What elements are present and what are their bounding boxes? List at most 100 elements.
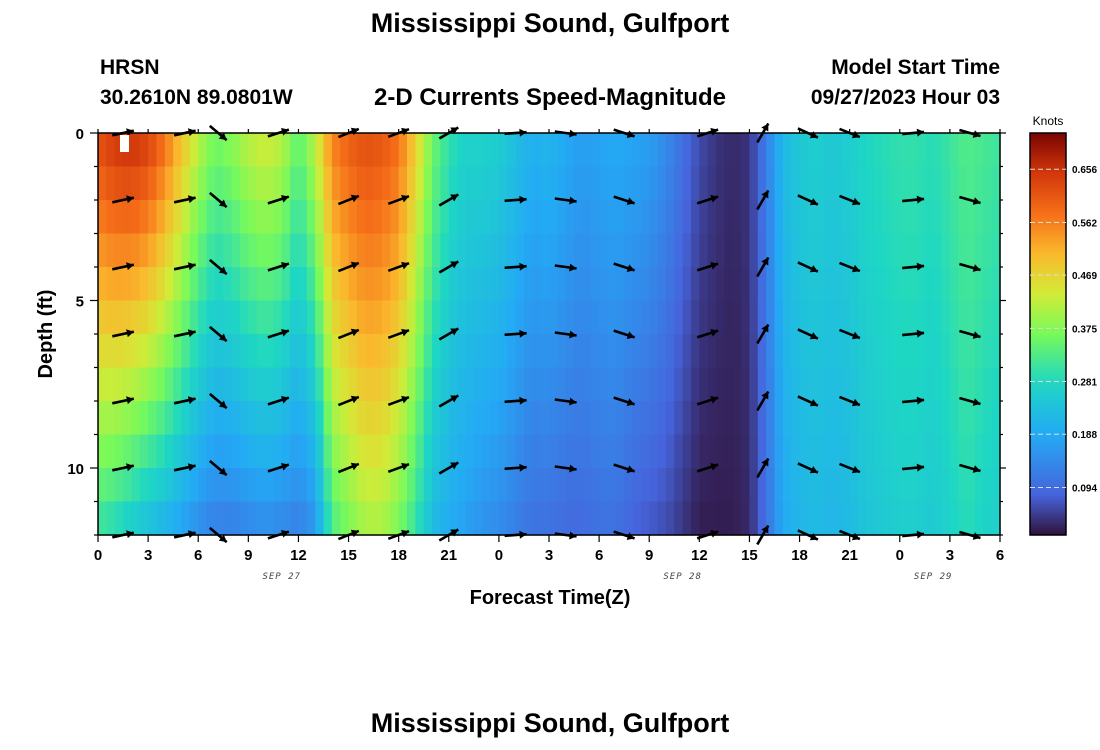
heatmap-cell [908, 166, 918, 201]
station-name: HRSN [100, 56, 160, 79]
heatmap-cell [916, 367, 926, 402]
heatmap-cell [757, 133, 767, 168]
heatmap-cell [632, 166, 642, 201]
heatmap-cell [398, 166, 408, 201]
heatmap-cell [665, 367, 675, 402]
heatmap-cell [106, 267, 116, 302]
heatmap-cell [941, 133, 951, 168]
heatmap-cell [724, 434, 734, 469]
heatmap-cell [281, 200, 291, 235]
heatmap-cell [164, 133, 174, 168]
heatmap-cell [574, 267, 584, 302]
heatmap-cell [540, 401, 550, 436]
heatmap-cell [974, 166, 984, 201]
current-vector-arrow [756, 390, 770, 412]
heatmap-cell [640, 133, 650, 168]
heatmap-cell [98, 267, 107, 302]
heatmap-cell [214, 434, 224, 469]
heatmap-cell [448, 401, 458, 436]
heatmap-cell [933, 334, 943, 369]
heatmap-cell [724, 300, 734, 335]
heatmap-cell [106, 434, 116, 469]
heatmap-cell [340, 468, 350, 503]
heatmap-cell [774, 434, 784, 469]
heatmap-cell [398, 267, 408, 302]
y-tick-label: 5 [76, 294, 84, 311]
heatmap-cell [390, 200, 400, 235]
heatmap-cell [983, 434, 993, 469]
heatmap-cell [933, 300, 943, 335]
heatmap-cell [482, 501, 492, 536]
heatmap-cell [123, 501, 133, 536]
heatmap-cell [206, 501, 216, 536]
heatmap-cell [941, 334, 951, 369]
heatmap-cell [949, 401, 959, 436]
heatmap-cell [582, 166, 592, 201]
current-vector-arrow [797, 194, 819, 206]
heatmap-cell [674, 300, 684, 335]
heatmap-cell [832, 133, 842, 168]
heatmap-cell [883, 267, 893, 302]
heatmap-cell [148, 233, 158, 268]
heatmap-cell [699, 501, 709, 536]
heatmap-cell [590, 367, 600, 402]
heatmap-cell [156, 133, 166, 168]
heatmap-cell [156, 501, 166, 536]
heatmap-cell [248, 267, 258, 302]
heatmap-cell [757, 233, 767, 268]
heatmap-cell [256, 367, 266, 402]
heatmap-cell [540, 300, 550, 335]
heatmap-cell [290, 166, 300, 201]
current-vector-arrow [337, 462, 360, 474]
heatmap-cell [991, 401, 1001, 436]
heatmap-cell [214, 267, 224, 302]
heatmap-cell [883, 434, 893, 469]
colorbar-tick-label: 0.562 [1072, 218, 1097, 229]
heatmap-cell [824, 401, 834, 436]
heatmap-cell [832, 501, 842, 536]
current-vector-arrow [504, 329, 527, 338]
station-coordinates: 30.2610N 89.0801W [100, 86, 293, 109]
heatmap-cell [607, 300, 617, 335]
heatmap-cell [515, 133, 525, 168]
heatmap-cell [523, 166, 533, 201]
current-vector-arrow [112, 262, 135, 271]
heatmap-cell [565, 233, 575, 268]
model-start-time: 09/27/2023 Hour 03 [810, 86, 1000, 109]
heatmap-cell [440, 434, 450, 469]
heatmap-cell [949, 267, 959, 302]
heatmap-cell [841, 367, 851, 402]
heatmap-cell [707, 401, 717, 436]
chart-title: Mississippi Sound, Gulfport [370, 8, 730, 38]
heatmap-cell [407, 334, 416, 369]
heatmap-cell [749, 501, 759, 536]
heatmap-cell [799, 401, 809, 436]
heatmap-cell [507, 367, 517, 402]
heatmap-cell [490, 468, 500, 503]
heatmap-cell [849, 133, 859, 168]
heatmap-cell [331, 233, 341, 268]
heatmap-cell [498, 200, 508, 235]
heatmap-cell [98, 367, 107, 402]
heatmap-cell [799, 434, 809, 469]
heatmap-cell [974, 501, 984, 536]
heatmap-cell [849, 166, 859, 201]
heatmap-cell [214, 133, 224, 168]
current-vector-arrow [902, 396, 925, 405]
heatmap-cell [189, 166, 199, 201]
heatmap-cell [774, 300, 784, 335]
heatmap-cell [206, 434, 216, 469]
heatmap-cell [799, 468, 809, 503]
heatmap-cell [774, 367, 784, 402]
heatmap-cell [231, 468, 241, 503]
x-tick-label: 0 [94, 547, 102, 564]
heatmap-cell [782, 468, 792, 503]
heatmap-cell [640, 334, 650, 369]
heatmap-cell [373, 367, 383, 402]
heatmap-cell [407, 367, 416, 402]
heatmap-cell [298, 501, 308, 536]
heatmap-cell [315, 501, 325, 536]
heatmap-cell [549, 166, 558, 201]
heatmap-cell [849, 401, 859, 436]
heatmap-cell [181, 166, 191, 201]
